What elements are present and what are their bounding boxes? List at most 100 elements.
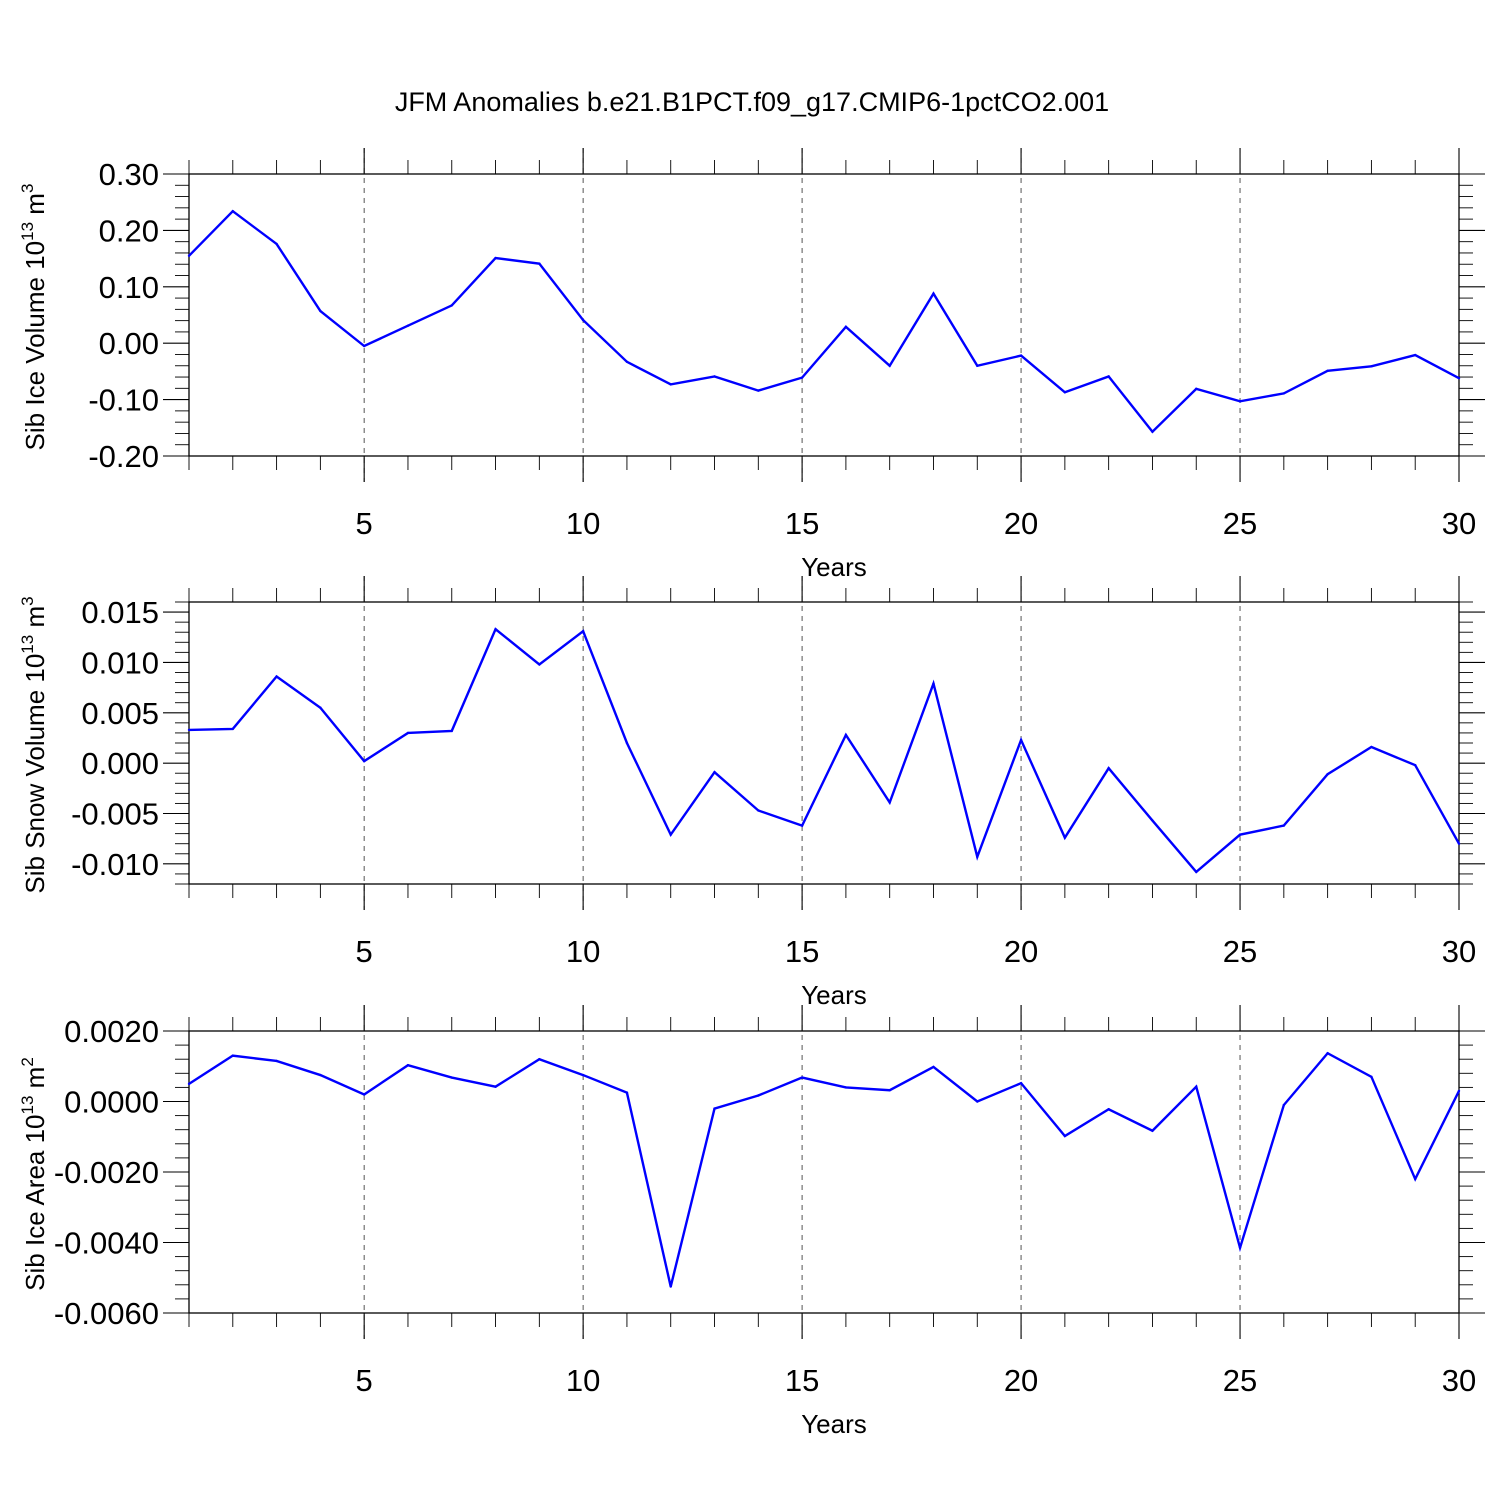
x-axis-title: Years (801, 552, 867, 582)
data-point (275, 675, 278, 678)
y-tick-label: 0.10 (99, 270, 159, 305)
data-point (976, 855, 979, 859)
x-tick-label: 10 (566, 1363, 600, 1398)
data-point (581, 318, 585, 322)
data-point (1063, 1134, 1067, 1138)
y-tick-label: 0.005 (81, 696, 159, 731)
data-point (625, 360, 629, 364)
data-point (187, 728, 191, 732)
y-axis-title-space (20, 215, 50, 222)
data-point (231, 1054, 234, 1057)
y-tick-label: 0.00 (99, 326, 159, 361)
data-point (713, 375, 716, 378)
data-point (1195, 870, 1198, 874)
y-axis-title: Sib Ice Volume 1013 m3 (18, 184, 50, 451)
x-axis-title: Years (801, 1409, 867, 1439)
data-point (844, 733, 848, 737)
data-point (187, 254, 191, 257)
data-point (669, 1285, 672, 1288)
data-point (319, 706, 322, 709)
data-point (1063, 836, 1067, 839)
x-tick-label: 10 (566, 934, 600, 969)
data-point (1370, 1075, 1373, 1079)
y-axis-title-unit: 10 (20, 654, 50, 683)
data-point (625, 741, 629, 745)
data-point (1282, 824, 1286, 827)
data-point (669, 833, 672, 836)
data-point (1151, 819, 1154, 822)
data-point (1019, 1081, 1023, 1085)
data-point (581, 1073, 585, 1077)
y-tick-label: -0.20 (88, 439, 159, 474)
y-axis-title-text: Sib Ice Volume (20, 270, 50, 451)
data-point (1238, 400, 1242, 403)
x-tick-label: 5 (356, 506, 373, 541)
x-tick-label: 25 (1223, 506, 1257, 541)
data-point (494, 627, 497, 631)
x-tick-label: 5 (356, 1363, 373, 1398)
data-point (406, 1063, 410, 1067)
data-point (231, 210, 234, 213)
plot-frame (188, 1030, 1460, 1314)
y-axis-title-suffix: m (20, 1067, 50, 1089)
y-axis-title-unit: 10 (20, 1114, 50, 1143)
data-point (494, 1085, 497, 1088)
data-point (1238, 833, 1242, 836)
data-point (406, 324, 410, 327)
data-point (669, 383, 672, 386)
data-point (888, 364, 891, 367)
y-axis-title-space (20, 1088, 50, 1095)
x-tick-label: 5 (356, 934, 373, 969)
data-point (1019, 354, 1023, 357)
y-axis-title: Sib Ice Area 1013 m2 (18, 1057, 50, 1291)
y-tick-label: 0.30 (99, 157, 159, 192)
y-tick-label: 0.20 (99, 213, 159, 248)
data-point (713, 771, 716, 774)
y-axis-title-suffix: m (20, 193, 50, 215)
data-point (275, 242, 278, 246)
data-point (231, 727, 234, 731)
data-point (362, 759, 366, 763)
plot-frame (188, 601, 1460, 885)
x-tick-label: 20 (1004, 506, 1038, 541)
data-point (844, 1086, 848, 1089)
data-point (1107, 766, 1110, 770)
y-axis-title-suffix-exponent: 2 (18, 1057, 37, 1066)
y-tick-label: 0.010 (81, 645, 159, 680)
y-axis-title-space (20, 628, 50, 635)
y-axis-title: Sib Snow Volume 1013 m3 (18, 596, 50, 893)
y-tick-label: -0.010 (71, 847, 159, 882)
data-point (1326, 773, 1329, 776)
panel-1: -0.20 -0.10 0.00 0.10 0.20 0.30 5 10 15 20 25 30 Yea… (18, 148, 1485, 582)
x-tick-label: 15 (785, 1363, 819, 1398)
data-point (450, 729, 453, 733)
data-point (450, 1076, 453, 1079)
y-tick-label: 0.000 (81, 746, 159, 781)
y-tick-label: -0.0020 (54, 1155, 159, 1190)
data-point (1370, 365, 1373, 368)
data-point (932, 1065, 935, 1069)
data-point (1151, 430, 1154, 433)
y-axis-title-suffix-exponent: 3 (18, 184, 37, 193)
series-line (188, 209, 1460, 434)
y-axis-title-exponent: 13 (18, 1096, 37, 1115)
data-point (275, 1059, 278, 1063)
data-point (1107, 375, 1110, 378)
x-tick-label: 30 (1442, 506, 1476, 541)
data-point (538, 663, 541, 666)
data-point (406, 731, 410, 735)
y-axis-title-exponent: 13 (18, 635, 37, 654)
data-point (1107, 1108, 1110, 1111)
data-point (1238, 1246, 1242, 1249)
data-point (800, 824, 804, 827)
data-point (932, 292, 935, 295)
x-axis-title: Years (801, 980, 867, 1010)
data-point (494, 256, 497, 260)
data-point (319, 1073, 322, 1077)
data-point (1457, 376, 1461, 380)
data-point (1282, 1103, 1286, 1107)
data-point (450, 304, 453, 307)
x-tick-label: 10 (566, 506, 600, 541)
data-point (1414, 1177, 1417, 1181)
